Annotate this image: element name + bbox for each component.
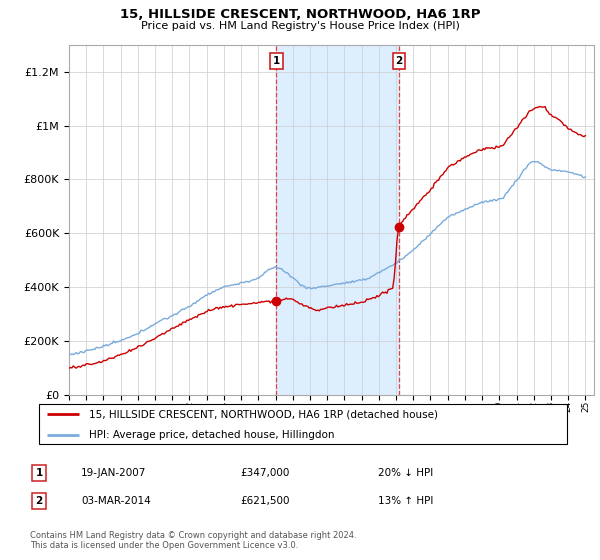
Text: £621,500: £621,500	[240, 496, 290, 506]
Bar	[277, 45, 399, 395]
Text: Price paid vs. HM Land Registry's House Price Index (HPI): Price paid vs. HM Land Registry's House …	[140, 21, 460, 31]
Text: 1: 1	[35, 468, 43, 478]
FancyBboxPatch shape	[38, 404, 568, 444]
Text: 15, HILLSIDE CRESCENT, NORTHWOOD, HA6 1RP: 15, HILLSIDE CRESCENT, NORTHWOOD, HA6 1R…	[120, 8, 480, 21]
Text: 19-JAN-2007: 19-JAN-2007	[81, 468, 146, 478]
Text: £347,000: £347,000	[240, 468, 289, 478]
Text: 1: 1	[273, 56, 280, 66]
Text: HPI: Average price, detached house, Hillingdon: HPI: Average price, detached house, Hill…	[89, 430, 335, 440]
Text: Contains HM Land Registry data © Crown copyright and database right 2024.
This d: Contains HM Land Registry data © Crown c…	[30, 531, 356, 550]
Text: 15, HILLSIDE CRESCENT, NORTHWOOD, HA6 1RP (detached house): 15, HILLSIDE CRESCENT, NORTHWOOD, HA6 1R…	[89, 409, 439, 419]
Text: 2: 2	[395, 56, 403, 66]
Text: 03-MAR-2014: 03-MAR-2014	[81, 496, 151, 506]
Text: 13% ↑ HPI: 13% ↑ HPI	[378, 496, 433, 506]
Text: 20% ↓ HPI: 20% ↓ HPI	[378, 468, 433, 478]
Text: 2: 2	[35, 496, 43, 506]
